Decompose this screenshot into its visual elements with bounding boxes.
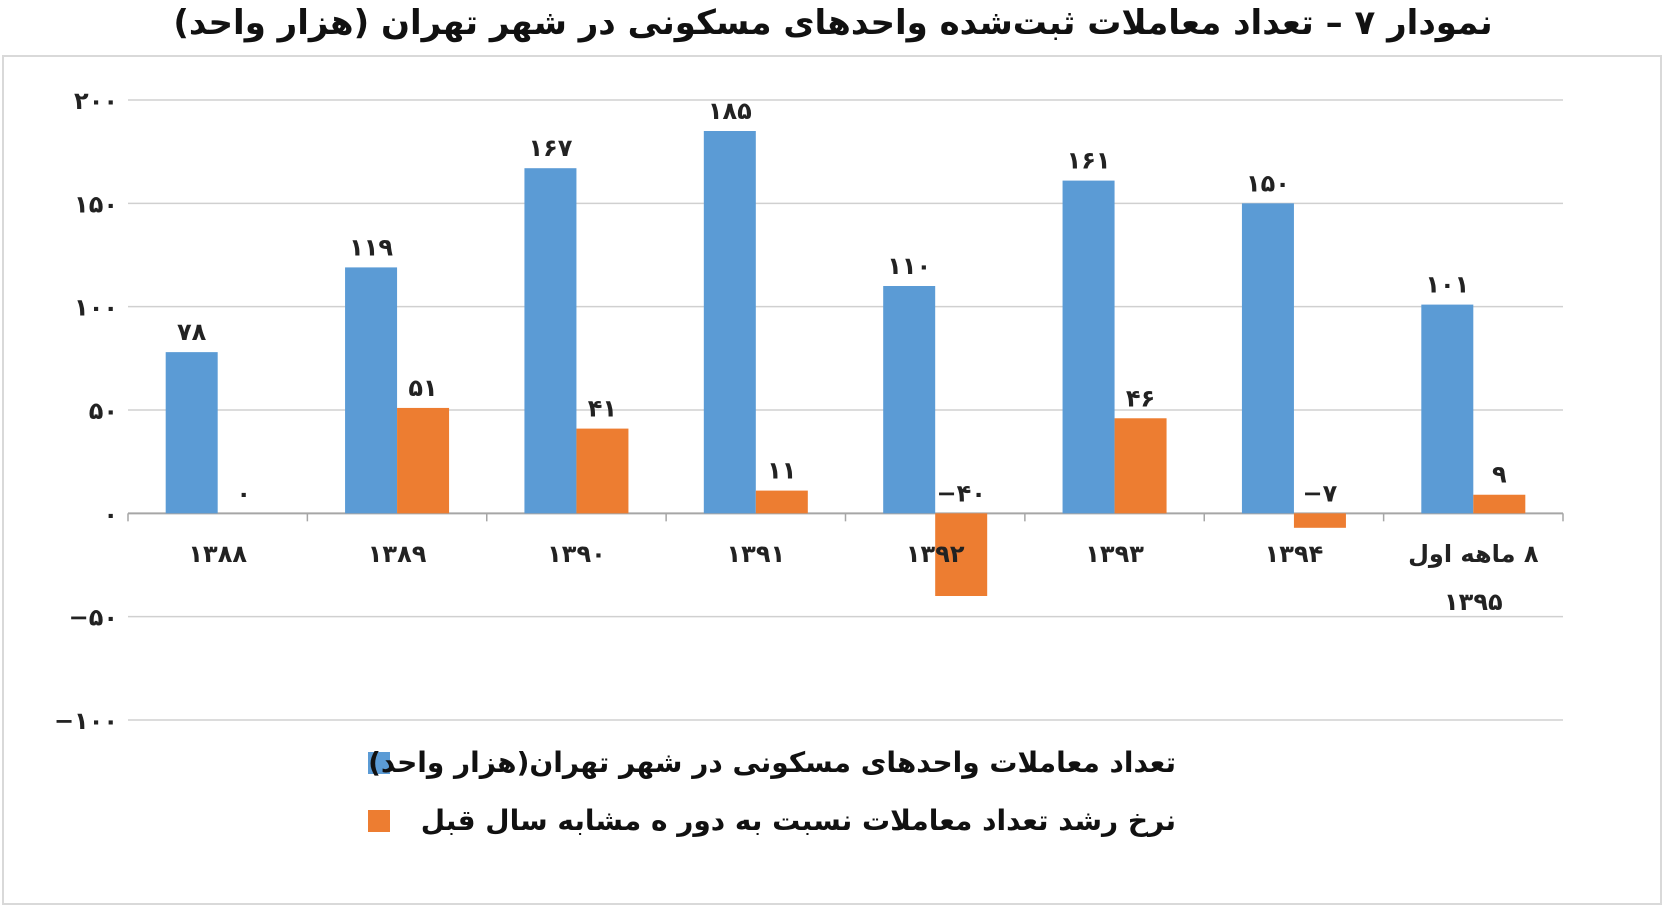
data-label-growth-rate: ۹ (1492, 461, 1507, 489)
bar-transactions (883, 286, 936, 514)
y-tick-label: ۲۰۰ (74, 87, 118, 115)
x-category-label: ۱۳۹۲ (906, 540, 965, 568)
bar-transactions (345, 267, 398, 514)
legend-swatch-transactions (368, 752, 390, 774)
chart-title: نمودار ۷ – تعداد معاملات ثبت‌شده واحدهای… (173, 3, 1493, 43)
bar-growth-rate (1473, 494, 1526, 514)
bar-growth-rate (397, 407, 450, 514)
chart-frame (2, 55, 1662, 905)
x-category-label: ۸ ماهه اول ۱۳۹۵ (1408, 540, 1539, 616)
y-tick-label: −۵۰ (69, 604, 118, 632)
data-label-transactions: ۱۵۰ (1246, 169, 1290, 197)
data-label-transactions: ۱۱۹ (349, 233, 393, 261)
data-label-growth-rate: −۴۰ (936, 479, 985, 507)
data-label-growth-rate: ۰ (236, 479, 251, 507)
bar-transactions (703, 131, 756, 514)
x-category-label: ۱۳۸۸ (188, 540, 247, 568)
data-label-transactions: ۱۱۰ (887, 252, 931, 280)
bar-growth-rate (1114, 418, 1167, 514)
data-label-transactions: ۷۸ (177, 318, 207, 346)
data-label-growth-rate: −۷ (1303, 479, 1338, 507)
data-label-transactions: ۱۶۱ (1067, 147, 1111, 175)
bar-transactions (1241, 203, 1294, 514)
data-label-growth-rate: ۵۱ (408, 374, 437, 402)
x-category-label: ۱۳۹۱ (727, 540, 786, 568)
data-label-growth-rate: ۴۶ (1126, 384, 1155, 412)
bar-transactions (1421, 304, 1474, 514)
x-category-label: ۱۳۹۴ (1265, 540, 1324, 568)
x-category-label: ۱۳۹۳ (1085, 540, 1144, 568)
x-category-label: ۱۳۸۹ (368, 540, 427, 568)
bar-growth-rate (755, 490, 808, 514)
data-label-growth-rate: ۱۱ (767, 457, 796, 485)
y-tick-label: ۵۰ (89, 397, 118, 425)
x-category-label: ۱۳۹۰ (547, 540, 606, 568)
legend-label-growth-rate: نرخ رشد تعداد معاملات نسبت به دور ه مشاب… (421, 804, 1176, 837)
legend-swatch-growth-rate (368, 810, 390, 832)
bar-transactions (524, 168, 577, 514)
data-label-transactions: ۱۸۵ (708, 97, 752, 125)
bar-growth-rate (576, 428, 629, 514)
y-tick-label: ۱۰۰ (74, 294, 118, 322)
y-tick-label: ۱۵۰ (74, 190, 118, 218)
bar-transactions (165, 352, 218, 514)
legend-label-transactions: تعداد معاملات واحدهای مسکونی در شهر تهرا… (368, 746, 1176, 779)
y-tick-label: ۰ (103, 500, 118, 528)
data-label-transactions: ۱۶۷ (528, 134, 572, 162)
data-label-growth-rate: ۴۱ (588, 395, 617, 423)
y-tick-label: −۱۰۰ (54, 707, 118, 735)
data-label-transactions: ۱۰۱ (1425, 271, 1469, 299)
bar-transactions (1062, 180, 1115, 514)
bar-growth-rate (935, 513, 988, 596)
bar-growth-rate (1293, 513, 1346, 528)
